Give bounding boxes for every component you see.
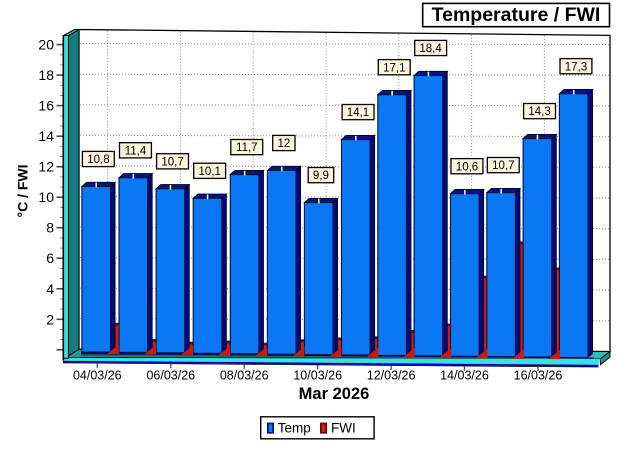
svg-text:6: 6	[46, 250, 54, 266]
svg-text:4: 4	[46, 281, 54, 297]
svg-text:16: 16	[38, 98, 54, 114]
svg-text:Temp: Temp	[278, 421, 311, 436]
svg-text:°C / FWI: °C / FWI	[15, 164, 31, 217]
svg-text:16/03/26: 16/03/26	[514, 369, 563, 383]
svg-text:04/03/26: 04/03/26	[73, 369, 122, 383]
svg-text:10: 10	[38, 189, 54, 205]
svg-text:14,3: 14,3	[528, 106, 550, 118]
svg-text:17,1: 17,1	[383, 62, 405, 74]
svg-text:2: 2	[46, 311, 54, 327]
svg-text:FWI: FWI	[331, 421, 356, 436]
svg-text:10,7: 10,7	[161, 156, 183, 168]
svg-text:10,1: 10,1	[199, 166, 221, 178]
svg-text:10/03/26: 10/03/26	[293, 369, 342, 383]
svg-text:Temperature / FWI: Temperature / FWI	[432, 4, 601, 26]
svg-text:17,3: 17,3	[565, 61, 587, 73]
svg-text:12: 12	[38, 159, 54, 175]
svg-text:9,9: 9,9	[313, 170, 329, 182]
svg-text:12: 12	[278, 138, 291, 150]
svg-text:10,8: 10,8	[87, 154, 109, 166]
svg-text:14,1: 14,1	[347, 107, 369, 119]
svg-text:06/03/26: 06/03/26	[146, 369, 195, 383]
svg-text:10,7: 10,7	[492, 160, 514, 172]
svg-text:11,4: 11,4	[125, 145, 147, 157]
svg-text:14/03/26: 14/03/26	[440, 369, 489, 383]
svg-text:12/03/26: 12/03/26	[367, 369, 416, 383]
svg-text:8: 8	[46, 220, 54, 236]
svg-text:Mar 2026: Mar 2026	[299, 385, 370, 403]
svg-text:11,7: 11,7	[236, 142, 258, 154]
svg-text:10,6: 10,6	[456, 161, 478, 173]
svg-text:18: 18	[38, 67, 54, 83]
svg-text:20: 20	[38, 37, 54, 53]
svg-text:08/03/26: 08/03/26	[220, 369, 269, 383]
svg-text:14: 14	[38, 128, 54, 144]
svg-text:18,4: 18,4	[419, 43, 442, 55]
